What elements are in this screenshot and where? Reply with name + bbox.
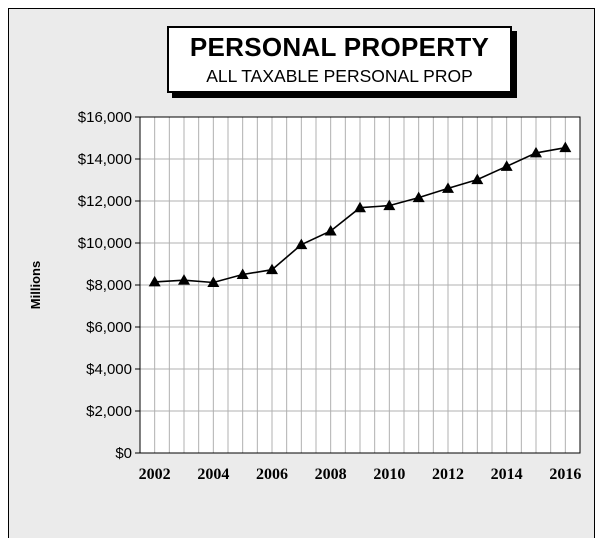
data-point-marker xyxy=(236,268,249,279)
y-axis-label: Millions xyxy=(28,261,43,309)
y-tick-label: $16,000 xyxy=(78,109,132,126)
data-point-marker xyxy=(500,160,513,171)
data-point-marker xyxy=(354,201,366,213)
data-point-marker xyxy=(148,275,161,287)
y-tick-label: $10,000 xyxy=(78,235,132,252)
data-point-marker xyxy=(266,263,278,275)
y-tick-label: $4,000 xyxy=(86,361,132,378)
data-point-marker xyxy=(295,238,308,250)
x-tick-label: 2012 xyxy=(432,466,464,483)
x-tick-label: 2016 xyxy=(549,466,581,483)
chart-title: PERSONAL PROPERTY xyxy=(189,32,490,62)
x-tick-label: 2014 xyxy=(491,466,523,483)
y-tick-label: $6,000 xyxy=(86,319,132,336)
x-tick-label: 2004 xyxy=(197,466,229,483)
data-point-marker xyxy=(383,199,396,211)
data-point-marker xyxy=(471,173,484,185)
data-point-marker xyxy=(178,274,190,285)
y-axis-ticks: $0 $2,000 $4,000 $6,000 $8,000 $10,000 $12,000… xyxy=(78,109,140,462)
x-tick-label: 2008 xyxy=(315,466,347,483)
data-point-marker xyxy=(530,146,542,158)
data-point-marker xyxy=(412,191,425,203)
data-point-marker xyxy=(442,182,454,193)
grid-lines xyxy=(139,116,581,454)
y-tick-label: $12,000 xyxy=(78,193,132,210)
y-tick-label: $14,000 xyxy=(78,151,132,168)
data-point-marker xyxy=(324,225,337,236)
x-axis-ticks: 2002 2004 2006 2008 2010 2012 2014 2016 xyxy=(139,466,582,483)
data-point-marker xyxy=(207,276,220,287)
y-tick-label: $8,000 xyxy=(86,277,132,294)
y-tick-label: $0 xyxy=(115,445,132,462)
title-box: PERSONAL PROPERTY ALL TAXABLE PERSONAL P… xyxy=(167,26,512,93)
y-tick-label: $2,000 xyxy=(86,403,132,420)
x-tick-label: 2002 xyxy=(139,466,171,483)
data-point-marker xyxy=(559,141,572,153)
series-markers xyxy=(148,141,572,287)
x-tick-label: 2006 xyxy=(256,466,288,483)
x-tick-label: 2010 xyxy=(373,466,405,483)
chart-subtitle: ALL TAXABLE PERSONAL PROP xyxy=(206,66,473,86)
